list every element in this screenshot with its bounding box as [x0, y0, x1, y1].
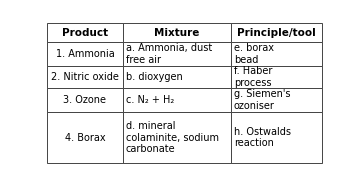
Bar [231, 112, 322, 163]
Bar [231, 66, 322, 88]
Text: 4. Borax: 4. Borax [65, 132, 105, 143]
Text: Principle/tool: Principle/tool [237, 28, 316, 38]
Bar [47, 112, 123, 163]
Bar [47, 23, 123, 42]
Bar [231, 42, 322, 66]
Bar [47, 42, 123, 66]
Bar [47, 66, 123, 88]
Text: 1. Ammonia: 1. Ammonia [55, 49, 114, 59]
Text: Mixture: Mixture [154, 28, 200, 38]
Bar [123, 42, 231, 66]
Text: e. borax
bead: e. borax bead [234, 43, 274, 65]
Bar [123, 88, 231, 112]
Text: d. mineral
colaminite, sodium
carbonate: d. mineral colaminite, sodium carbonate [126, 121, 219, 154]
Text: a. Ammonia, dust
free air: a. Ammonia, dust free air [126, 43, 212, 65]
Bar [123, 23, 231, 42]
Text: h. Ostwalds
reaction: h. Ostwalds reaction [234, 127, 291, 148]
Text: b. dioxygen: b. dioxygen [126, 72, 182, 82]
Text: Product: Product [62, 28, 108, 38]
Text: f. Haber
process: f. Haber process [234, 66, 272, 88]
Bar [231, 88, 322, 112]
Text: 3. Ozone: 3. Ozone [63, 95, 107, 105]
Bar [123, 66, 231, 88]
Bar [231, 23, 322, 42]
Text: c. N₂ + H₂: c. N₂ + H₂ [126, 95, 174, 105]
Bar [123, 112, 231, 163]
Text: 2. Nitric oxide: 2. Nitric oxide [51, 72, 119, 82]
Bar [47, 88, 123, 112]
Text: g. Siemen's
ozoniser: g. Siemen's ozoniser [234, 89, 291, 111]
